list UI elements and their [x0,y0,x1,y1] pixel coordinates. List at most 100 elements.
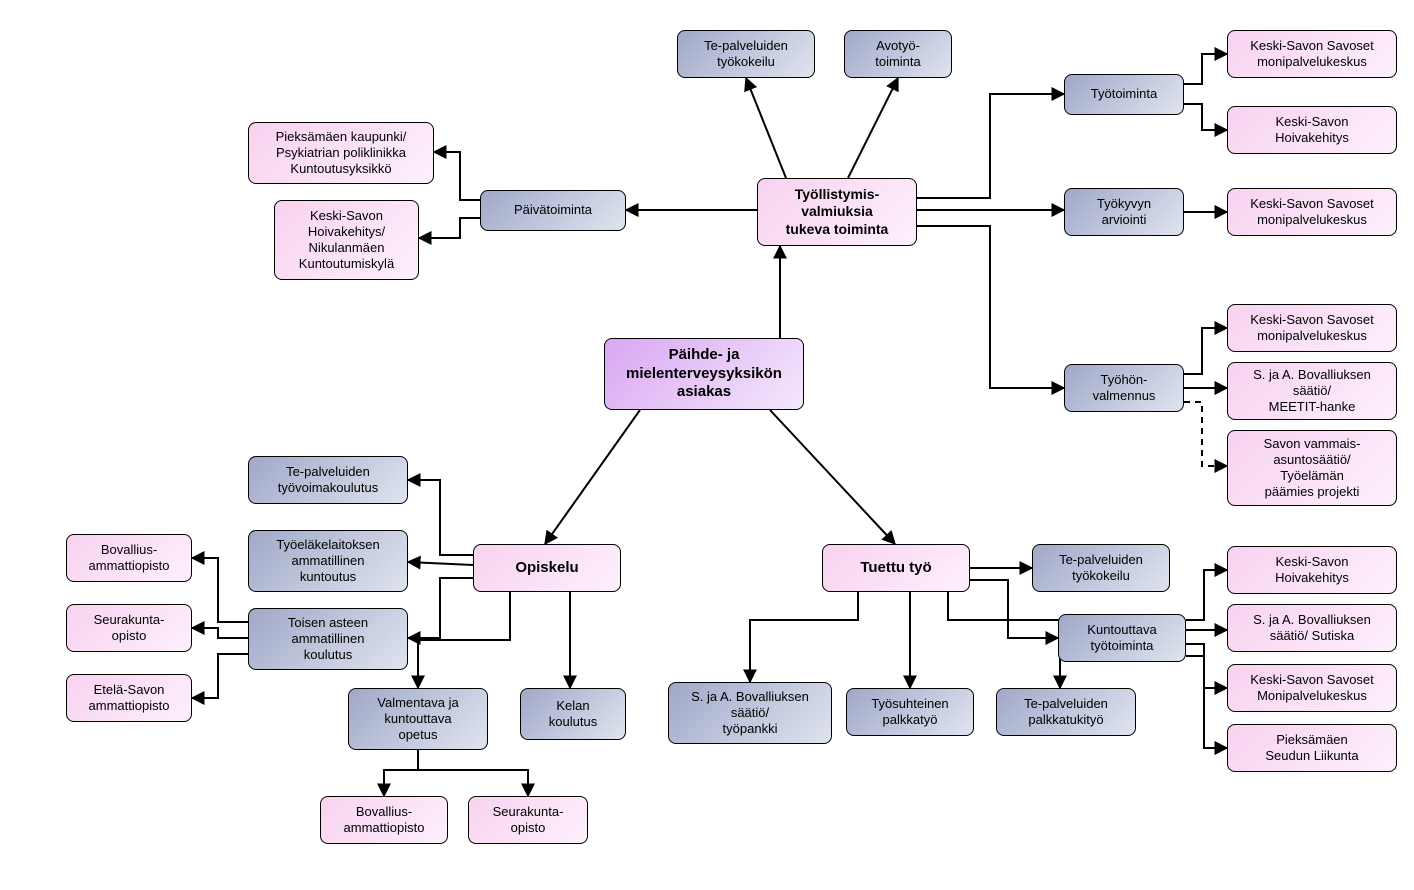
edge-valment-seura2 [418,750,528,796]
node-seura1: Seurakunta-opisto [66,604,192,652]
node-label-sutiska: S. ja A. Bovalliuksensäätiö/ Sutiska [1253,612,1371,645]
node-seura2: Seurakunta-opisto [468,796,588,844]
node-label-avotyo: Avotyö-toiminta [875,38,921,71]
edge-tyoll-tepalv1 [746,78,786,178]
node-opisk: Opiskelu [473,544,621,592]
node-paamies: Savon vammais-asuntosäätiö/Työelämänpääm… [1227,430,1397,506]
node-label-pieksam: Pieksämäen kaupunki/Psykiatrian poliklin… [276,129,407,178]
node-label-savoset4: Keski-Savon SavosetMonipalvelukeskus [1250,672,1374,705]
edge-root-opisk [545,410,640,544]
edge-tuettu-tepalk [948,592,1060,688]
edge-toisen-seura1 [192,628,248,638]
node-label-seura1: Seurakunta-opisto [94,612,165,645]
edge-opisk-tyoelake [408,562,473,565]
node-tyoll: Työllistymis-valmiuksiatukeva toiminta [757,178,917,246]
node-label-opisk: Opiskelu [515,559,578,578]
node-meetit: S. ja A. Bovalliuksensäätiö/MEETIT-hanke [1227,362,1397,420]
edge-tyohon-savoset3 [1184,328,1227,374]
node-savoset2: Keski-Savon Savosetmonipalvelukeskus [1227,188,1397,236]
node-label-hoiva1: Keski-SavonHoivakehitys/NikulanmäenKunto… [299,208,394,273]
node-tyoelake: Työeläkelaitoksenammatillinenkuntoutus [248,530,408,592]
node-label-hoiva3: Keski-SavonHoivakehitys [1275,554,1349,587]
node-label-savoset1: Keski-Savon Savosetmonipalvelukeskus [1250,38,1374,71]
node-savoset4: Keski-Savon SavosetMonipalvelukeskus [1227,664,1397,712]
node-tyokyvyn: Työkyvynarviointi [1064,188,1184,236]
edge-tyoll-avotyo [848,78,898,178]
node-label-bova1: Bovallius-ammattiopisto [89,542,170,575]
node-label-tyokyvyn: Työkyvynarviointi [1097,196,1151,229]
node-bova1: Bovallius-ammattiopisto [66,534,192,582]
edge-tyohon-paamies [1184,402,1227,466]
edge-opisk-toisen [408,578,473,638]
node-kelan: Kelankoulutus [520,688,626,740]
node-label-root: Päihde- jamielenterveysyksikönasiakas [626,346,782,402]
node-hoiva2: Keski-SavonHoivakehitys [1227,106,1397,154]
node-label-tyosuht: Työsuhteinenpalkkatyö [871,696,948,729]
node-tepalv1: Te-palveluidentyökokeilu [677,30,815,78]
node-label-tuettu: Tuettu työ [860,559,931,578]
edge-paiva-pieksam [434,152,480,200]
edge-tyoll-tyohon [917,226,1064,388]
node-pieksam: Pieksämäen kaupunki/Psykiatrian poliklin… [248,122,434,184]
node-label-savoset3: Keski-Savon Savosetmonipalvelukeskus [1250,312,1374,345]
node-etela: Etelä-Savonammattiopisto [66,674,192,722]
node-tuettu: Tuettu työ [822,544,970,592]
diagram-canvas: Päihde- jamielenterveysyksikönasiakas Työ… [0,0,1414,890]
edge-opisk-valment [418,592,510,688]
node-root: Päihde- jamielenterveysyksikönasiakas [604,338,804,410]
node-paiva: Päivätoiminta [480,190,626,231]
node-savoset3: Keski-Savon Savosetmonipalvelukeskus [1227,304,1397,352]
node-label-tyohon: Työhön-valmennus [1093,372,1156,405]
edge-opisk-tepalv3 [408,480,473,555]
node-label-tepalv1: Te-palveluidentyökokeilu [704,38,788,71]
node-valment: Valmentava jakuntouttavaopetus [348,688,488,750]
edge-toisen-bova1 [192,558,248,622]
edge-tuettu-typankki [750,592,858,682]
edge-toisen-etela [192,654,248,698]
node-label-meetit: S. ja A. Bovalliuksensäätiö/MEETIT-hanke [1253,367,1371,416]
node-label-tepalv3: Te-palveluidentyövoimakoulutus [278,464,378,497]
edge-valment-bova2 [384,750,418,796]
node-label-tepalv2: Te-palveluidentyökokeilu [1059,552,1143,585]
node-typankki: S. ja A. Bovalliuksensäätiö/työpankki [668,682,832,744]
node-label-bova2: Bovallius-ammattiopisto [344,804,425,837]
node-sutiska: S. ja A. Bovalliuksensäätiö/ Sutiska [1227,604,1397,652]
node-bova2: Bovallius-ammattiopisto [320,796,448,844]
node-label-tyoelake: Työeläkelaitoksenammatillinenkuntoutus [276,537,379,586]
node-savoset1: Keski-Savon Savosetmonipalvelukeskus [1227,30,1397,78]
node-label-kuntout: Kuntouttavatyötoiminta [1087,622,1156,655]
diagram-edges [0,0,1414,890]
edge-kuntout-savoset4 [1186,644,1227,688]
node-hoiva3: Keski-SavonHoivakehitys [1227,546,1397,594]
node-label-seura2: Seurakunta-opisto [493,804,564,837]
edge-tyoll-tyotoim [917,94,1064,198]
edge-tyotoim-savoset1 [1184,54,1227,84]
edge-kuntout-liikunta [1186,656,1227,748]
node-label-etela: Etelä-Savonammattiopisto [89,682,170,715]
node-label-valment: Valmentava jakuntouttavaopetus [377,695,458,744]
node-label-hoiva2: Keski-SavonHoivakehitys [1275,114,1349,147]
edge-paiva-hoiva1 [419,218,480,238]
node-hoiva1: Keski-SavonHoivakehitys/NikulanmäenKunto… [274,200,419,280]
node-label-tyoll: Työllistymis-valmiuksiatukeva toiminta [786,186,889,239]
node-liikunta: PieksämäenSeudun Liikunta [1227,724,1397,772]
node-toisen: Toisen asteenammatillinenkoulutus [248,608,408,670]
node-label-tyotoim: Työtoiminta [1091,86,1157,102]
node-tepalv2: Te-palveluidentyökokeilu [1032,544,1170,592]
node-label-paamies: Savon vammais-asuntosäätiö/Työelämänpääm… [1264,436,1361,501]
node-label-toisen: Toisen asteenammatillinenkoulutus [288,615,368,664]
node-label-paiva: Päivätoiminta [514,202,592,218]
node-label-tepalk: Te-palveluidenpalkkatukityö [1024,696,1108,729]
node-tyohon: Työhön-valmennus [1064,364,1184,412]
node-label-typankki: S. ja A. Bovalliuksensäätiö/työpankki [691,689,809,738]
node-label-savoset2: Keski-Savon Savosetmonipalvelukeskus [1250,196,1374,229]
node-kuntout: Kuntouttavatyötoiminta [1058,614,1186,662]
node-label-kelan: Kelankoulutus [549,698,597,731]
node-tepalv3: Te-palveluidentyövoimakoulutus [248,456,408,504]
node-tyosuht: Työsuhteinenpalkkatyö [846,688,974,736]
node-tepalk: Te-palveluidenpalkkatukityö [996,688,1136,736]
edge-kuntout-hoiva3 [1186,570,1227,620]
edge-tyotoim-hoiva2 [1184,104,1227,130]
node-tyotoim: Työtoiminta [1064,74,1184,115]
node-avotyo: Avotyö-toiminta [844,30,952,78]
